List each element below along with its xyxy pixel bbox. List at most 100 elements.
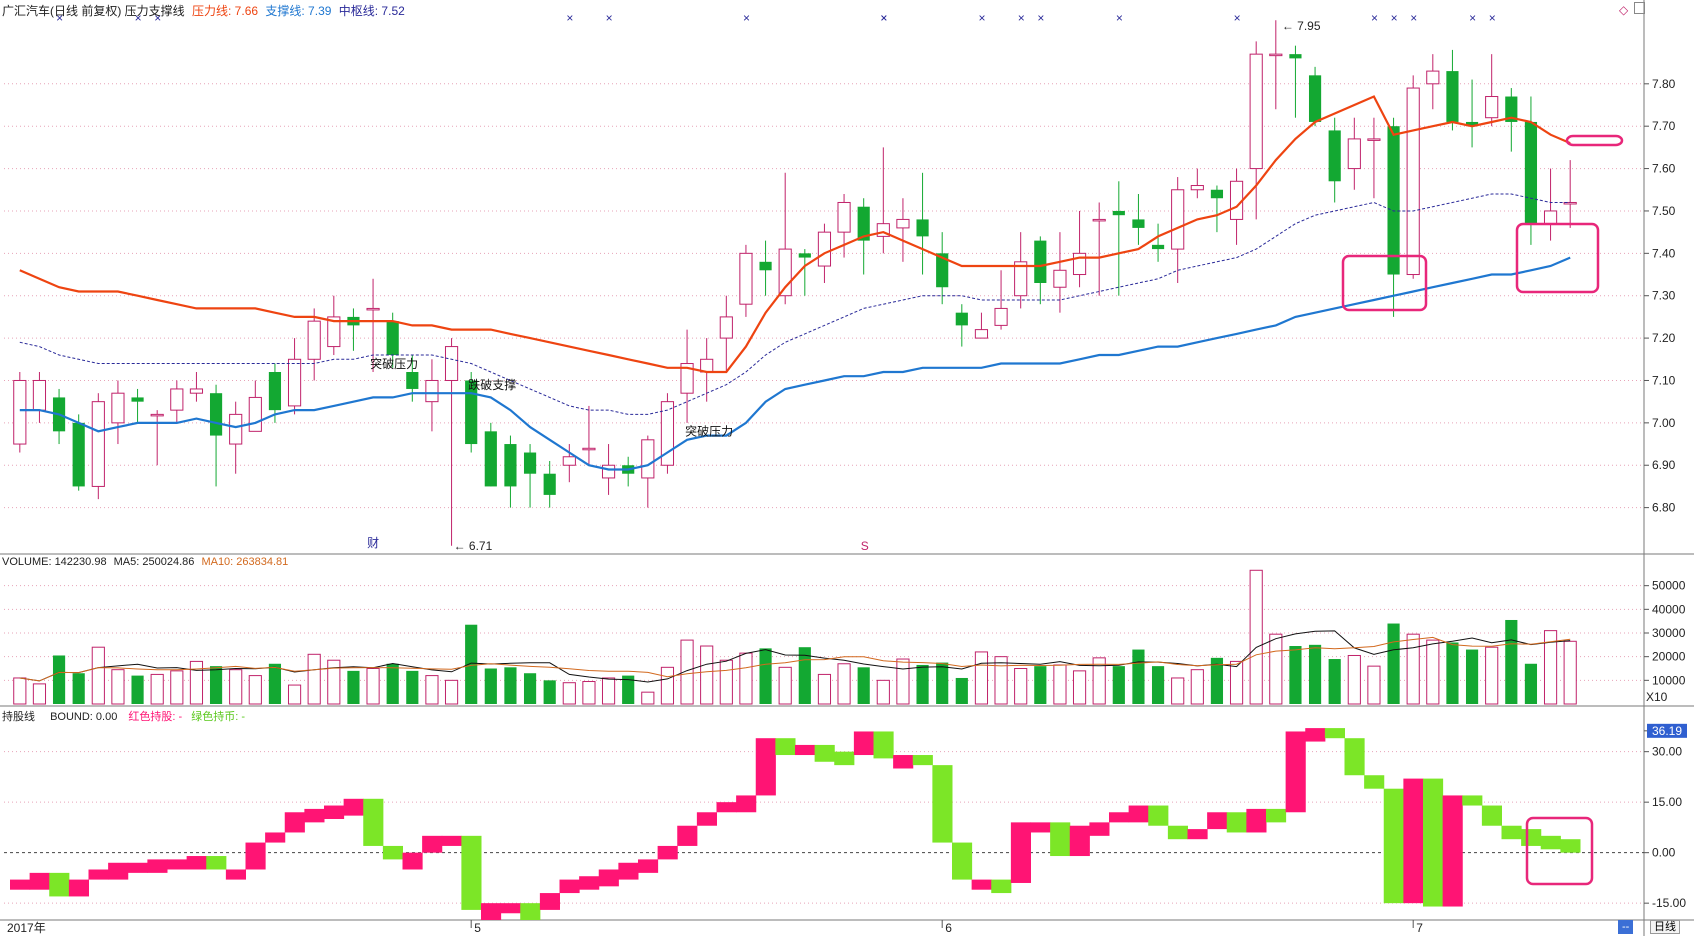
volume-bar xyxy=(72,673,85,704)
volume-bar xyxy=(327,659,341,705)
holding-block xyxy=(1383,788,1404,904)
volume-tick-label: 40000 xyxy=(1652,602,1686,616)
candle-body xyxy=(1524,121,1538,224)
candle-body xyxy=(994,307,1008,326)
price-tick-label: 7.80 xyxy=(1652,77,1676,91)
holding-block xyxy=(441,835,462,846)
candle-body xyxy=(817,231,832,267)
volume-bar xyxy=(13,677,27,705)
volume-bar xyxy=(32,683,47,705)
holding-block xyxy=(559,879,580,894)
holding-block xyxy=(422,835,443,853)
volume-bar xyxy=(1563,640,1577,705)
holding-block xyxy=(1501,825,1522,840)
holding-block xyxy=(1266,808,1287,823)
volume-bar xyxy=(1190,669,1204,705)
indicator-tick-label: 0.00 xyxy=(1652,846,1676,860)
holding-block xyxy=(1560,839,1581,853)
holding-block xyxy=(912,755,933,766)
volume-bar xyxy=(857,667,870,704)
candle-body xyxy=(1151,244,1165,250)
holding-block xyxy=(1305,728,1326,742)
candle-body xyxy=(562,456,576,466)
holding-block xyxy=(1050,822,1071,857)
candle-body xyxy=(1112,210,1125,216)
candle-body xyxy=(170,388,184,411)
candle-body xyxy=(1367,138,1381,141)
diamond-icon[interactable]: ◇ xyxy=(1619,3,1629,17)
candle-body xyxy=(798,253,811,258)
volume-tick-label: 10000 xyxy=(1652,673,1686,687)
signal-x: × xyxy=(135,11,142,25)
candle-body xyxy=(1053,269,1067,288)
candle-body xyxy=(1269,53,1283,57)
volume-bar xyxy=(504,667,517,704)
red-hold-label: 红色持股: - xyxy=(128,711,183,723)
volume-bar xyxy=(1485,646,1499,705)
holding-block xyxy=(29,872,50,890)
candle-body xyxy=(1505,96,1518,122)
holding-block xyxy=(1148,805,1169,826)
candle-body xyxy=(739,252,753,305)
volume-bar xyxy=(778,666,792,705)
holding-block xyxy=(736,795,757,813)
holding-block xyxy=(775,738,796,756)
volume-bar xyxy=(484,668,497,704)
candle-body xyxy=(444,346,459,381)
holding-block xyxy=(1364,775,1385,789)
holding-block xyxy=(1187,829,1208,840)
indicator-value-box xyxy=(1647,723,1687,738)
signal-x: × xyxy=(1410,11,1417,25)
price-tick-label: 7.10 xyxy=(1652,373,1676,387)
volume-bar xyxy=(700,645,714,705)
s-marker: S xyxy=(861,539,869,553)
holding-block xyxy=(971,879,992,890)
candle-body xyxy=(504,444,517,487)
candle-body xyxy=(582,447,596,451)
candle-body xyxy=(268,372,282,411)
holding-block xyxy=(167,859,188,870)
low-price-label: ← 6.71 xyxy=(454,539,493,553)
signal-x: × xyxy=(880,11,887,25)
candle-body xyxy=(91,401,105,487)
candle-body xyxy=(837,201,851,233)
candle-body xyxy=(936,253,949,288)
volume-ma-line xyxy=(19,636,1571,682)
indicator-tick-label: 15.00 xyxy=(1652,795,1682,809)
candle-body xyxy=(1426,70,1440,85)
volume-bar xyxy=(209,666,223,704)
signal-x: × xyxy=(1469,11,1476,25)
volume-bar xyxy=(307,653,321,705)
scroll-button[interactable]: -- xyxy=(1618,920,1634,934)
volume-bar xyxy=(444,679,459,705)
holding-block xyxy=(638,859,659,873)
signal-x: × xyxy=(880,11,887,25)
candle-body xyxy=(229,413,243,445)
candle-body xyxy=(1465,121,1479,127)
volume-bar xyxy=(1229,660,1244,705)
volume-bar xyxy=(91,646,105,705)
volume-bar xyxy=(601,677,616,705)
chart-title: 广汇汽车(日线 前复权) 压力支撑线 xyxy=(2,4,185,18)
middle-value: 中枢线: 7.52 xyxy=(338,4,405,18)
candle-body xyxy=(307,320,321,360)
series-line xyxy=(19,95,1571,374)
candle-body xyxy=(150,413,164,417)
holding-block xyxy=(1089,822,1110,836)
signal-x: × xyxy=(56,11,63,25)
holding-block xyxy=(618,862,639,880)
candle-body xyxy=(896,218,910,229)
candle-body xyxy=(13,379,27,445)
volume-bar xyxy=(1072,670,1087,705)
volume-bar xyxy=(955,677,968,704)
holding-block xyxy=(932,765,953,843)
period-button[interactable]: 日线 xyxy=(1650,920,1680,934)
holding-block xyxy=(245,842,266,870)
candle-body xyxy=(1171,189,1185,250)
candle-body xyxy=(1034,240,1047,283)
expand-icon[interactable] xyxy=(1634,2,1645,14)
volume-bar xyxy=(1269,633,1283,705)
holding-block xyxy=(1442,795,1463,907)
candle-body xyxy=(189,388,204,394)
